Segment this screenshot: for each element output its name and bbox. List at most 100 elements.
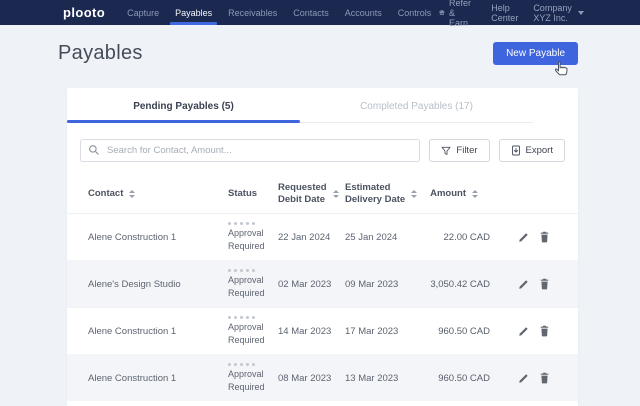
refer-earn-label: Refer & Earn — [449, 0, 472, 28]
amount-cell: 960.50 CAD — [438, 372, 490, 384]
amount-cell: 3,050.42 CAD — [430, 278, 490, 290]
status-cell: Approval Required — [228, 268, 278, 299]
new-payable-button[interactable]: New Payable — [493, 42, 578, 65]
contact-cell: Alene Construction 1 — [88, 372, 177, 384]
requested-header-label: Requested Debit Date — [278, 181, 327, 205]
pencil-icon — [519, 232, 528, 242]
amount-header-label: Amount — [430, 187, 466, 199]
status-line2: Required — [228, 240, 265, 251]
row-actions — [498, 278, 550, 290]
status-progress-dots — [228, 268, 278, 272]
sort-icon — [332, 190, 339, 198]
plooto-logo[interactable]: plooto — [63, 5, 106, 20]
table-header: Contact Status Requested Debit Date Estim… — [67, 175, 578, 213]
sort-icon — [129, 190, 136, 198]
filter-button[interactable]: Filter — [429, 139, 490, 162]
status-progress-dots — [228, 362, 278, 366]
chevron-down-icon — [577, 10, 584, 15]
status-cell: Approval Required — [228, 315, 278, 346]
filter-icon — [441, 146, 451, 155]
help-center-label: Help Center — [491, 2, 519, 23]
estimated-delivery-date-cell: 17 Mar 2023 — [345, 325, 399, 337]
nav-item-controls[interactable]: Controls — [397, 7, 432, 18]
table-row[interactable]: Alene Construction 1 Approval Required 0… — [67, 354, 578, 401]
export-icon — [511, 145, 520, 156]
contact-header-label: Contact — [88, 187, 124, 199]
contact-cell: Alene Construction 1 — [88, 231, 177, 243]
cursor-pointer-icon — [554, 61, 568, 76]
column-header-status: Status — [228, 188, 278, 200]
table-row[interactable]: Alene's Design Studio Approval Required … — [67, 260, 578, 307]
column-header-amount[interactable]: Amount — [423, 188, 498, 200]
estimated-header-label: Estimated Delivery Date — [345, 181, 406, 205]
page-title: Payables — [58, 42, 143, 64]
amount-cell: 22.00 CAD — [443, 231, 490, 243]
status-cell: Approval Required — [228, 362, 278, 393]
export-button[interactable]: Export — [498, 139, 565, 162]
status-line1: Approval — [228, 368, 264, 379]
delete-button[interactable] — [539, 372, 550, 384]
status-progress-dots — [228, 221, 278, 225]
requested-debit-date-cell: 08 Mar 2023 — [278, 372, 332, 384]
status-line2: Required — [228, 334, 265, 345]
status-cell: Approval Required — [228, 221, 278, 252]
payables-card: Pending Payables (5) Completed Payables … — [67, 88, 578, 406]
requested-debit-date-cell: 14 Mar 2023 — [278, 325, 332, 337]
status-line1: Approval — [228, 274, 264, 285]
contact-cell: Alene Construction 1 — [88, 325, 177, 337]
search-box — [80, 139, 421, 162]
pencil-icon — [519, 326, 528, 336]
edit-button[interactable] — [518, 326, 529, 337]
refer-earn-link[interactable]: Refer & Earn — [439, 0, 476, 28]
trash-icon — [540, 278, 549, 290]
status-line1: Approval — [228, 227, 264, 238]
tab-pending-payables[interactable]: Pending Payables (5) — [67, 88, 300, 123]
nav-item-payables[interactable]: Payables — [167, 0, 220, 25]
nav-right: Refer & Earn Help Center Company XYZ Inc… — [439, 0, 584, 28]
help-center-link[interactable]: Help Center — [491, 3, 518, 23]
nav-item-receivables[interactable]: Receivables — [228, 7, 278, 18]
tabs: Pending Payables (5) Completed Payables … — [67, 88, 533, 123]
edit-button[interactable] — [518, 279, 529, 290]
status-line2: Required — [228, 381, 265, 392]
sort-icon — [411, 190, 418, 198]
filter-label: Filter — [456, 145, 478, 156]
nav-item-accounts[interactable]: Accounts — [344, 7, 382, 18]
column-header-contact[interactable]: Contact — [88, 188, 228, 200]
edit-button[interactable] — [518, 232, 529, 243]
table-row[interactable]: Alene Construction 1 Approval Required 1… — [67, 307, 578, 354]
requested-debit-date-cell: 22 Jan 2024 — [278, 231, 331, 243]
nav-item-capture[interactable]: Capture — [127, 7, 160, 18]
search-icon — [89, 145, 99, 155]
top-navigation: plooto Capture Payables Receivables Cont… — [0, 0, 640, 28]
requested-debit-date-cell: 02 Mar 2023 — [278, 278, 332, 290]
edit-button[interactable] — [518, 373, 529, 384]
gift-icon — [439, 10, 445, 15]
estimated-delivery-date-cell: 09 Mar 2023 — [345, 278, 399, 290]
row-actions — [498, 372, 550, 384]
delete-button[interactable] — [539, 278, 550, 290]
trash-icon — [540, 231, 549, 243]
trash-icon — [540, 372, 549, 384]
search-input[interactable] — [80, 139, 421, 162]
column-header-requested-debit-date[interactable]: Requested Debit Date — [278, 182, 345, 207]
sort-icon — [472, 190, 478, 198]
pencil-icon — [519, 373, 528, 383]
column-header-estimated-delivery-date[interactable]: Estimated Delivery Date — [345, 182, 423, 207]
status-progress-dots — [228, 315, 278, 319]
amount-cell: 960.50 CAD — [438, 325, 490, 337]
company-dropdown[interactable]: Company XYZ Inc. — [533, 3, 584, 23]
delete-button[interactable] — [539, 325, 550, 337]
status-header-label: Status — [228, 187, 258, 199]
estimated-delivery-date-cell: 13 Mar 2023 — [345, 372, 399, 384]
table-row[interactable]: Alene Construction 1 Approval Required 2… — [67, 213, 578, 260]
table-body: Alene Construction 1 Approval Required 2… — [67, 213, 578, 401]
row-actions — [498, 231, 550, 243]
page-header: Payables New Payable — [58, 42, 578, 65]
trash-icon — [540, 325, 549, 337]
nav-item-contacts[interactable]: Contacts — [293, 7, 329, 18]
export-label: Export — [525, 145, 553, 156]
tab-completed-payables[interactable]: Completed Payables (17) — [360, 101, 473, 112]
delete-button[interactable] — [539, 231, 550, 243]
